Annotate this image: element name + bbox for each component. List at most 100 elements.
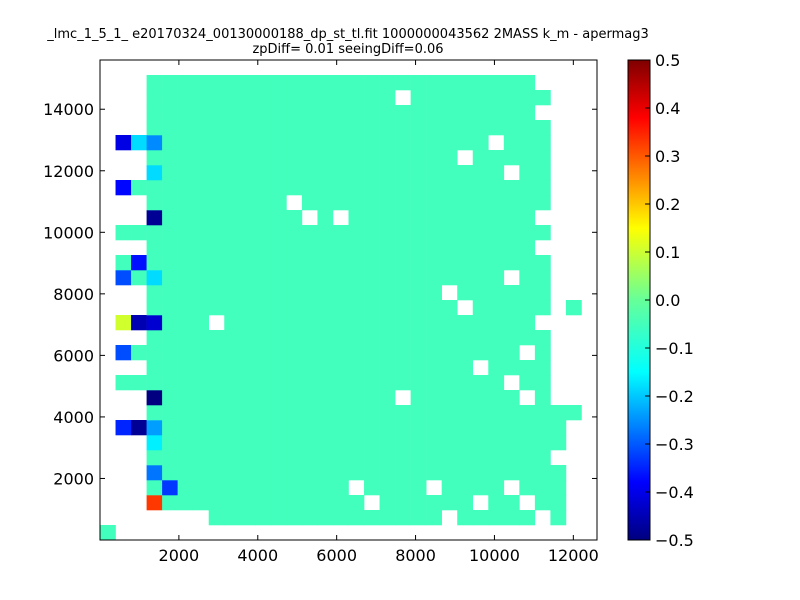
- heatmap-cell: [395, 180, 411, 196]
- heatmap-cell: [488, 345, 505, 361]
- heatmap-cell: [441, 135, 458, 151]
- heatmap-cell: [379, 180, 396, 196]
- heatmap-cell: [317, 240, 334, 256]
- heatmap-cell: [519, 405, 536, 421]
- heatmap-cell: [503, 405, 520, 421]
- heatmap-cell: [519, 180, 536, 196]
- heatmap-cell: [488, 195, 505, 211]
- heatmap-cell: [224, 360, 241, 376]
- heatmap-cell: [193, 495, 210, 511]
- heatmap-cell: [519, 330, 536, 346]
- heatmap-cell: [395, 360, 411, 376]
- heatmap-cell: [395, 270, 411, 286]
- heatmap-cell: [426, 285, 442, 301]
- x-tick-label: 2000: [159, 546, 200, 565]
- heatmap-cell: [146, 345, 163, 361]
- heatmap-cell: [286, 480, 303, 496]
- heatmap-cell: [177, 465, 194, 481]
- heatmap-cell: [224, 225, 241, 241]
- heatmap-cell: [395, 165, 411, 181]
- heatmap-cell: [457, 135, 474, 151]
- heatmap-cell: [348, 120, 365, 136]
- heatmap-cell: [488, 75, 505, 91]
- heatmap-cell: [332, 300, 349, 316]
- heatmap-cell: [224, 465, 241, 481]
- heatmap-cell: [239, 285, 256, 301]
- heatmap-cell: [472, 405, 489, 421]
- heatmap-cell: [348, 330, 365, 346]
- heatmap-cell: [534, 120, 551, 136]
- heatmap-cell: [115, 345, 132, 361]
- heatmap-cell: [162, 345, 178, 361]
- heatmap-cell: [426, 270, 442, 286]
- heatmap-cell: [472, 375, 489, 391]
- heatmap-cell: [534, 435, 551, 451]
- heatmap-cell: [317, 75, 334, 91]
- heatmap-cell: [472, 390, 489, 406]
- heatmap-cell: [224, 435, 241, 451]
- heatmap-cell: [426, 360, 442, 376]
- heatmap-cell: [410, 240, 427, 256]
- heatmap-cell: [348, 465, 365, 481]
- heatmap-cell: [379, 510, 396, 526]
- heatmap-cell: [534, 375, 551, 391]
- heatmap-cell: [410, 165, 427, 181]
- heatmap-cell: [162, 480, 178, 496]
- heatmap-cell: [301, 180, 318, 196]
- heatmap-cell: [503, 150, 520, 166]
- heatmap-cell: [488, 420, 505, 436]
- heatmap-cell: [503, 330, 520, 346]
- heatmap-cell: [488, 150, 505, 166]
- heatmap-cell: [503, 240, 520, 256]
- heatmap-cell: [286, 405, 303, 421]
- heatmap-cell: [332, 420, 349, 436]
- heatmap-cell: [208, 330, 225, 346]
- heatmap-cell: [472, 120, 489, 136]
- heatmap-cell: [162, 300, 178, 316]
- heatmap-cell: [239, 465, 256, 481]
- y-axis: 2000 4000 6000 8000 10000 12000 14000: [43, 100, 597, 488]
- heatmap-cell: [488, 180, 505, 196]
- heatmap-cell: [208, 105, 225, 121]
- heatmap-cell: [224, 285, 241, 301]
- colorbar-tick-label: 0.3: [655, 147, 680, 166]
- heatmap-cell: [472, 450, 489, 466]
- heatmap-cell: [364, 390, 380, 406]
- heatmap-cell: [177, 375, 194, 391]
- heatmap-cell: [364, 315, 380, 331]
- heatmap-cell: [301, 75, 318, 91]
- x-tick-label: 12000: [548, 546, 599, 565]
- heatmap-cell: [224, 75, 241, 91]
- x-tick-label: 8000: [395, 546, 436, 565]
- heatmap-cell: [239, 315, 256, 331]
- colorbar-tick-label: 0.2: [655, 195, 680, 214]
- heatmap-cell: [224, 330, 241, 346]
- heatmap-cell: [472, 75, 489, 91]
- heatmap-cell: [208, 480, 225, 496]
- heatmap-cell: [426, 315, 442, 331]
- heatmap-cell: [239, 150, 256, 166]
- heatmap-cell: [317, 345, 334, 361]
- heatmap-cell: [208, 120, 225, 136]
- colorbar-tick-label: −0.5: [655, 531, 694, 550]
- heatmap-cell: [379, 420, 396, 436]
- heatmap-cell: [162, 405, 178, 421]
- heatmap-cell: [115, 375, 132, 391]
- heatmap-cell: [177, 195, 194, 211]
- heatmap-cell: [379, 75, 396, 91]
- heatmap-cell: [472, 165, 489, 181]
- heatmap-cell: [472, 285, 489, 301]
- colorbar-tick-label: 0.1: [655, 243, 680, 262]
- heatmap-cell: [441, 150, 458, 166]
- heatmap-cell: [301, 360, 318, 376]
- heatmap-cell: [410, 150, 427, 166]
- heatmap-cell: [488, 510, 505, 526]
- heatmap-cell: [379, 465, 396, 481]
- heatmap-cell: [395, 465, 411, 481]
- heatmap-cell: [395, 120, 411, 136]
- heatmap-cell: [348, 285, 365, 301]
- heatmap-cell: [550, 480, 567, 496]
- heatmap-cell: [332, 135, 349, 151]
- heatmap-cell: [348, 195, 365, 211]
